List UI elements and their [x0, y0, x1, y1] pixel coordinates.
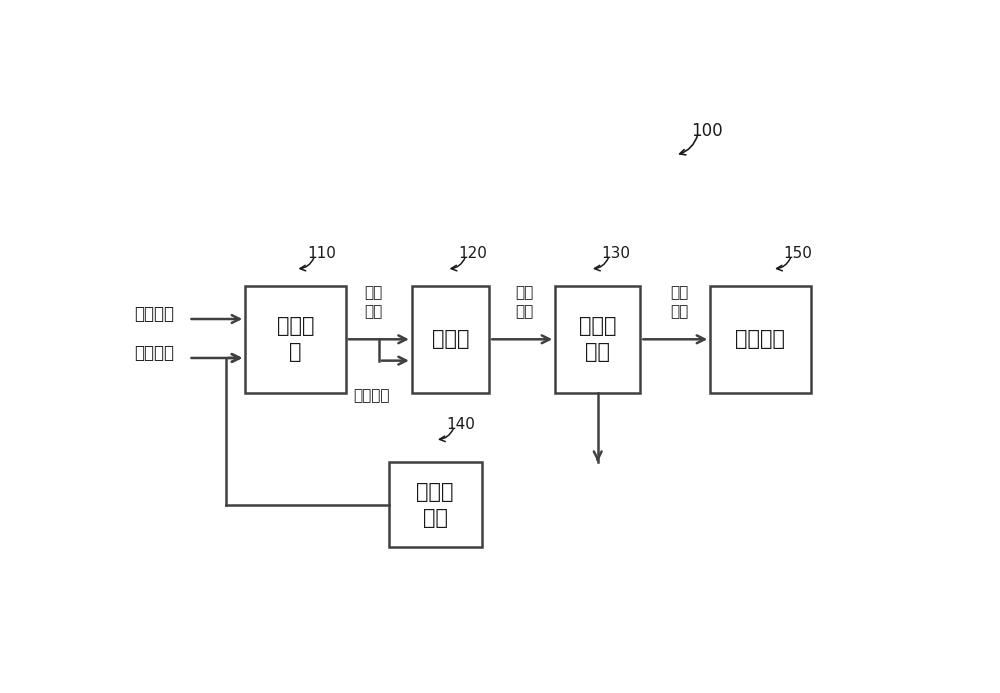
Text: 测量模块: 测量模块 — [736, 329, 786, 349]
Text: 数字
信号: 数字 信号 — [670, 285, 688, 319]
Bar — [388, 462, 482, 547]
Bar — [245, 286, 346, 393]
Text: 150: 150 — [784, 247, 813, 261]
Text: 100: 100 — [691, 122, 722, 140]
Text: 负反馈
模块: 负反馈 模块 — [416, 482, 454, 528]
Text: 比较
信号: 比较 信号 — [515, 285, 533, 319]
Text: 积分模
块: 积分模 块 — [277, 316, 314, 362]
Text: 120: 120 — [458, 247, 487, 261]
Text: 比较器: 比较器 — [432, 329, 469, 349]
Text: 积分
信号: 积分 信号 — [364, 285, 382, 319]
Bar — [710, 286, 811, 393]
Text: 初始信号: 初始信号 — [134, 305, 174, 323]
Text: 传输控
制器: 传输控 制器 — [579, 316, 616, 362]
Text: 反馈信号: 反馈信号 — [134, 344, 174, 362]
Text: 110: 110 — [307, 247, 336, 261]
Text: 参考电平: 参考电平 — [353, 388, 390, 403]
Text: 130: 130 — [602, 247, 631, 261]
Bar — [412, 286, 489, 393]
Bar — [555, 286, 640, 393]
Text: 140: 140 — [447, 417, 476, 432]
